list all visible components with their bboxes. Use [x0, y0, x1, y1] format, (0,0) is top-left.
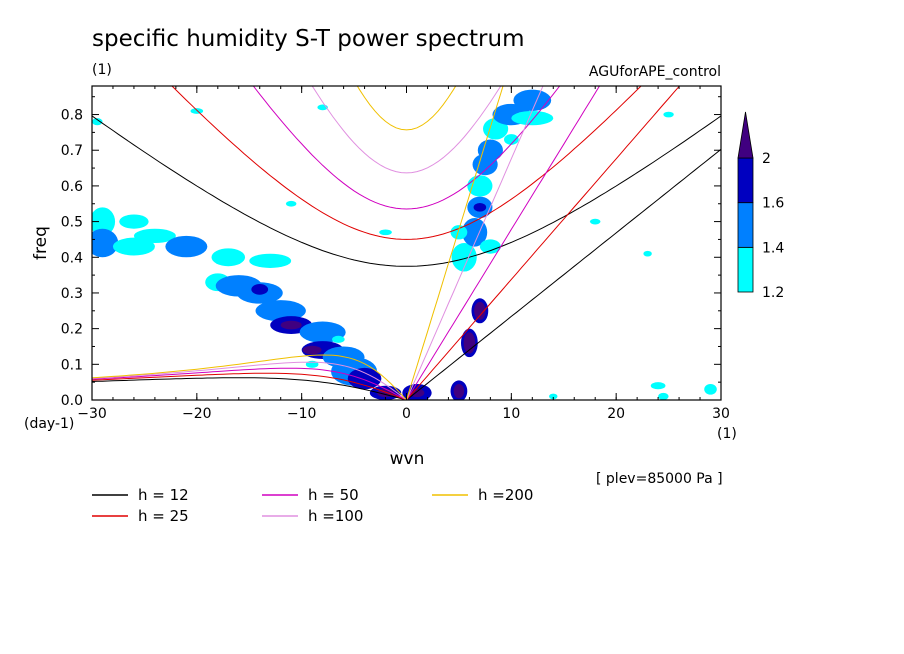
- chart-title: specific humidity S-T power spectrum: [92, 26, 524, 52]
- spectrum-blob-37: [477, 139, 503, 161]
- y-tick-label: 0.5: [61, 215, 83, 231]
- curve-kelvin-h200: [406, 86, 504, 400]
- spectrum-blob-1: [119, 214, 149, 229]
- legend-label-h25: h = 25: [138, 507, 189, 525]
- legend-label-h50: h = 50: [308, 486, 359, 504]
- spectrum-blob-51: [92, 118, 103, 126]
- chart-subtitle-right: AGUforAPE_control: [589, 64, 721, 80]
- curve-rossby-h100: [92, 361, 407, 400]
- curve-gravity-h25: [171, 86, 642, 240]
- curve-gravity-h50: [252, 86, 561, 210]
- spectrum-blob-30: [474, 301, 486, 320]
- colorbar-label: 1.2: [762, 285, 784, 301]
- spectrum-blob-0: [92, 207, 116, 236]
- spectrum-blob-12: [255, 300, 306, 322]
- spectrum-blob-55: [379, 229, 392, 236]
- colorbar-label: 1.4: [762, 240, 784, 256]
- y-tick-label: 0.2: [61, 322, 83, 338]
- y-tick-label: 0.4: [61, 250, 83, 266]
- colorbar-segment-1: [737, 202, 754, 248]
- spectrum-blob-54: [285, 200, 297, 207]
- curve-gravity-h200: [356, 86, 457, 131]
- chart-subtitle-left: (1): [92, 62, 112, 78]
- spectrum-blob-3: [112, 237, 155, 256]
- spectrum-blob-5: [165, 235, 208, 258]
- y-axis-label: freq: [31, 226, 51, 260]
- colorbar-extend-triangle: [737, 111, 754, 159]
- x-tick-label: 30: [712, 406, 730, 422]
- legend-label-h12: h = 12: [138, 486, 189, 504]
- spectrum-blob-26: [453, 383, 465, 399]
- curve-rossby-h25: [92, 372, 407, 400]
- spectrum-blob-34: [473, 203, 487, 212]
- y-tick-label: 0.8: [61, 108, 83, 124]
- colorbar-label: 2: [762, 151, 771, 167]
- spectrum-blob-42: [479, 239, 501, 254]
- y-tick-label: 0.7: [61, 143, 83, 159]
- legend: h = 12 h = 25 h = 50 h =100 h =200: [92, 486, 533, 525]
- axis-ticks: −30 −20 −10 0 10 20 30 0.0 0.1 0.2 0.3 0.4 0.5 0.6 0.7…: [61, 86, 730, 422]
- spectrum-blob-6: [211, 248, 246, 267]
- legend-label-h100: h =100: [308, 507, 363, 525]
- curve-gravity-h100: [311, 86, 502, 174]
- colorbar-label: 1.6: [762, 196, 784, 212]
- spectrum-blob-41: [511, 110, 554, 126]
- spectrum-blob-11: [251, 284, 269, 295]
- x-tick-label: 20: [607, 406, 625, 422]
- spectrum-blob-28: [463, 332, 476, 354]
- spectrum-blob-49: [658, 392, 669, 400]
- x-tick-label: 10: [502, 406, 520, 422]
- x-tick-label: −20: [182, 406, 212, 422]
- curve-rossby-h200: [92, 354, 407, 400]
- y-tick-label: 0.3: [61, 286, 83, 302]
- spectrum-blob-43: [450, 225, 468, 240]
- spectrum-blob-48: [704, 383, 717, 395]
- spectrum-blob-44: [503, 134, 519, 145]
- curve-kelvin-h25: [406, 86, 681, 400]
- dispersion-curves: [92, 86, 721, 400]
- colorbar-segment-0: [737, 246, 754, 293]
- spectrum-blob-35: [467, 175, 493, 197]
- legend-label-h200: h =200: [478, 486, 533, 504]
- spectrum-blob-2: [92, 228, 119, 258]
- spectrum-blob-57: [663, 111, 674, 118]
- y-tick-label: 0.1: [61, 357, 83, 373]
- spectrum-blob-52: [190, 108, 204, 114]
- y-tick-label: 0.0: [61, 393, 83, 409]
- curve-gravity-h12: [92, 115, 721, 267]
- spectrum-blob-40: [513, 89, 552, 111]
- spectrum-blob-14: [280, 320, 302, 330]
- plev-annotation: [ plev=85000 Pa ]: [596, 471, 723, 487]
- x-tick-label: −10: [287, 406, 317, 422]
- spectrum-blob-50: [549, 393, 558, 400]
- spectrum-blob-47: [650, 382, 666, 390]
- curve-rossby-h12: [92, 377, 407, 400]
- y-tick-label: 0.6: [61, 179, 83, 195]
- curve-kelvin-h12: [406, 148, 721, 400]
- x-tick-label: 0: [402, 406, 411, 422]
- x-tick-label: −30: [77, 406, 107, 422]
- spectrum-blob-17: [302, 345, 322, 355]
- colorbar: 1.2 1.4 1.6 2: [737, 111, 784, 301]
- spectrum-blob-58: [643, 250, 652, 257]
- spectrum-blob-7: [249, 253, 292, 268]
- spectrum-blob-31: [451, 243, 477, 272]
- curve-kelvin-h100: [406, 86, 544, 400]
- spectrum-blob-32: [462, 218, 488, 247]
- curve-rossby-h50: [92, 367, 407, 400]
- x-axis-label: wvn: [390, 449, 425, 469]
- power-spectrum-shading: [92, 89, 717, 400]
- curve-kelvin-h50: [406, 86, 601, 400]
- x-axis-unit: (1): [717, 426, 737, 442]
- spectrum-blob-45: [332, 335, 345, 343]
- colorbar-segment-2: [737, 157, 754, 204]
- spectrum-blob-56: [589, 218, 601, 225]
- spectrum-blob-20: [347, 367, 382, 390]
- y-axis-unit: (day-1): [24, 416, 74, 432]
- spectrum-blob-4: [133, 228, 176, 243]
